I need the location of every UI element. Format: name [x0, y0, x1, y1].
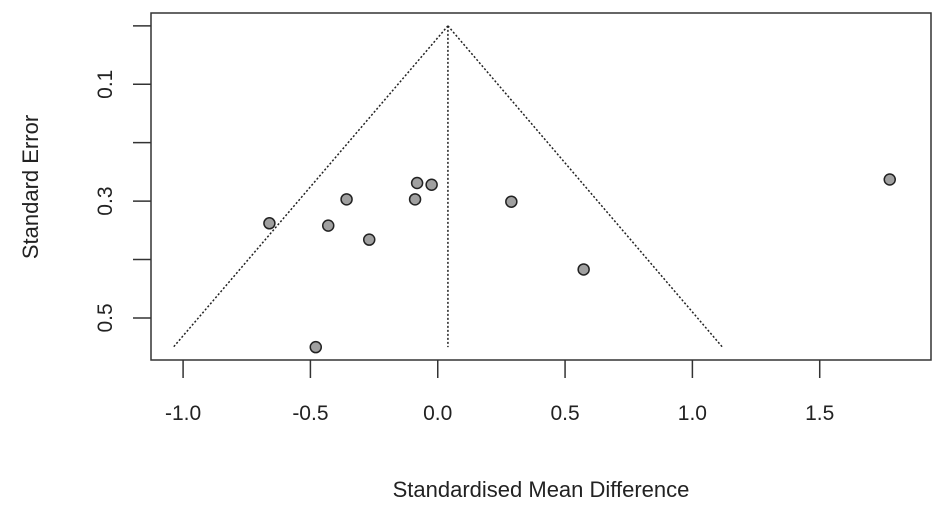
- x-tick-label: 0.5: [550, 402, 579, 425]
- data-point: [577, 263, 590, 276]
- data-point: [309, 340, 323, 354]
- x-axis: -1.0 -0.5 0.0 0.5 1.0 1.5: [165, 360, 834, 425]
- x-tick-label: 1.0: [678, 402, 707, 425]
- y-tick-label: 0.3: [94, 187, 117, 216]
- funnel-right-line: [447, 25, 724, 348]
- data-point: [410, 176, 424, 190]
- x-tick-label: 1.5: [805, 402, 834, 425]
- x-tick-label: 0.0: [423, 402, 452, 425]
- funnel-left-line: [172, 25, 449, 348]
- data-point: [340, 193, 353, 206]
- funnel-lines: [172, 25, 724, 348]
- y-axis-label: Standard Error: [18, 115, 43, 259]
- data-point: [505, 195, 518, 208]
- data-point: [321, 219, 335, 232]
- x-tick-label: -0.5: [292, 402, 328, 425]
- data-point: [883, 173, 896, 186]
- y-axis: 0.1 0.3 0.5: [94, 25, 151, 333]
- data-points: [263, 173, 896, 354]
- y-tick-label: 0.5: [94, 303, 117, 332]
- data-point: [425, 178, 438, 191]
- x-axis-label: Standardised Mean Difference: [393, 477, 690, 502]
- data-point: [263, 217, 276, 230]
- data-point: [408, 193, 422, 206]
- y-tick-label: 0.1: [94, 70, 117, 99]
- data-point: [362, 233, 376, 246]
- plot-frame: [150, 12, 932, 361]
- x-tick-label: -1.0: [165, 402, 201, 425]
